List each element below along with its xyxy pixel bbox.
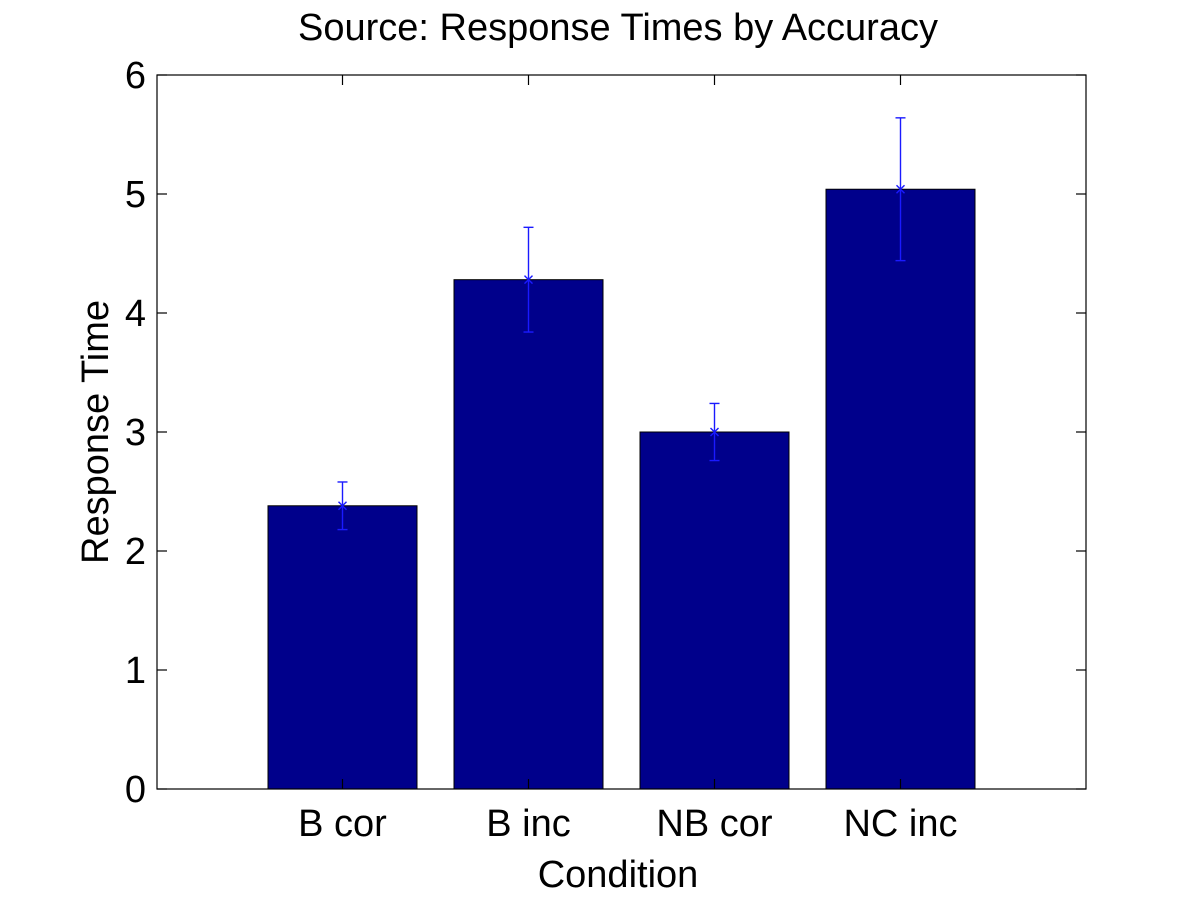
y-tick-label-5: 5 [125, 174, 146, 216]
x-tick-label-0: B cor [298, 803, 387, 845]
x-tick-label-2: NB cor [656, 803, 772, 845]
error-bars-group [337, 117, 906, 531]
y-tick-label-0: 0 [125, 769, 146, 811]
y-tick-label-1: 1 [125, 650, 146, 692]
x-tick-label-1: B inc [486, 803, 570, 845]
error-bar-1 [523, 226, 534, 333]
y-axis-ticks: 0 1 2 3 4 5 6 [125, 55, 1086, 811]
y-tick-label-4: 4 [125, 293, 146, 335]
bar-1 [453, 279, 604, 790]
error-bar-3 [895, 117, 906, 262]
y-tick-label-3: 3 [125, 412, 146, 454]
bar-3 [825, 188, 976, 790]
chart-title: Source: Response Times by Accuracy [298, 7, 938, 49]
y-axis-label: Response Time [75, 300, 117, 564]
error-bar-2 [709, 402, 720, 462]
bars-group [267, 188, 976, 790]
bar-0 [267, 505, 418, 790]
y-tick-label-6: 6 [125, 55, 146, 97]
x-axis-label: Condition [538, 854, 699, 896]
x-tick-label-3: NC inc [843, 803, 957, 845]
y-tick-label-2: 2 [125, 531, 146, 573]
error-bar-0 [337, 481, 348, 531]
bar-2 [639, 431, 790, 790]
x-axis-ticks: B cor B inc NB cor NC inc [298, 75, 958, 845]
